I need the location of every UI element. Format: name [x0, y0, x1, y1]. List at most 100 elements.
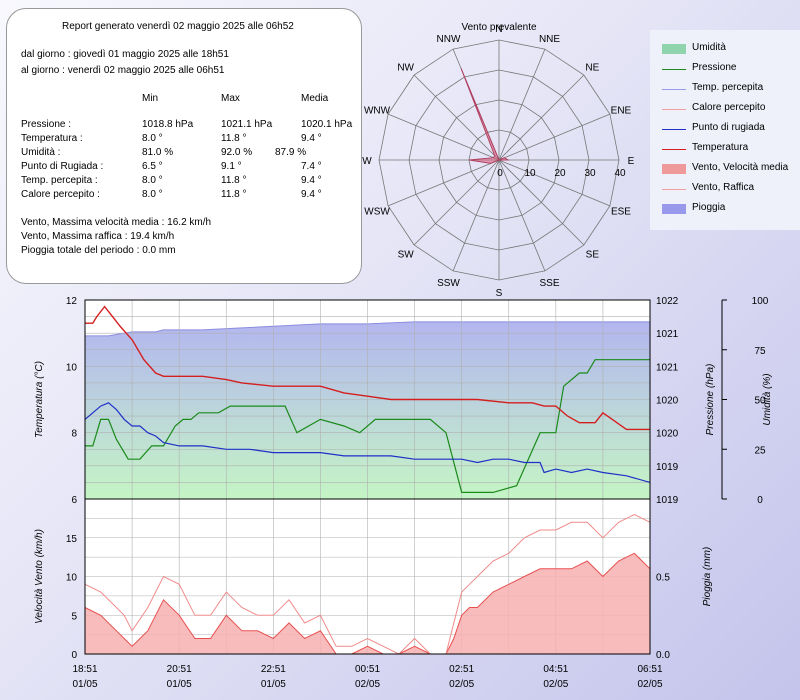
x-axis-tick-date: 02/05 [449, 679, 474, 690]
humidity-axis-tick: 0 [757, 495, 763, 506]
row-max: 1021.1 hPa [221, 119, 273, 130]
row-label: Umidità : [21, 147, 61, 158]
rose-spoke [452, 159, 500, 272]
x-axis-tick-date: 01/05 [72, 679, 97, 690]
pressure-axis-tick: 1019 [656, 495, 679, 506]
pressure-axis-tick: 1021 [656, 329, 679, 340]
row-min: 81.0 % [142, 147, 174, 158]
rose-direction-label: E [628, 156, 635, 167]
report-title: Report generato venerdì 02 maggio 2025 a… [62, 21, 294, 32]
temp-axis-tick: 8 [71, 429, 77, 440]
x-axis-tick-date: 02/05 [637, 679, 662, 690]
x-axis-tick-time: 20:51 [167, 664, 192, 675]
row-min: 6.5 ° [142, 161, 163, 172]
humidity-axis-tick: 100 [752, 296, 769, 307]
rose-radial-tick: 10 [524, 168, 536, 179]
rose-radial-tick: 40 [614, 168, 626, 179]
rain-axis-tick: 0.0 [656, 650, 670, 661]
row-avg: 9.4 ° [301, 189, 322, 200]
row-max: 9.1 ° [221, 161, 242, 172]
rose-spoke [498, 74, 585, 161]
x-axis-tick-date: 01/05 [167, 679, 192, 690]
wind-axis-tick: 5 [71, 611, 77, 622]
rose-title: Vento prevalente [461, 22, 536, 33]
legend-swatch [662, 44, 686, 54]
rose-spoke [387, 159, 500, 207]
x-axis-tick-date: 02/05 [543, 679, 568, 690]
report-summary-box: Report generato venerdì 02 maggio 2025 a… [6, 8, 362, 284]
row-avg: 9.4 ° [301, 133, 322, 144]
legend-label: Calore percepito [692, 102, 766, 113]
legend-item: Temperatura [650, 140, 800, 158]
row-label: Calore percepito : [21, 189, 100, 200]
rose-direction-label: WNW [364, 105, 391, 116]
legend-swatch [662, 204, 686, 214]
legend-label: Pioggia [692, 202, 726, 213]
wind-axis-tick: 10 [66, 573, 78, 584]
rose-direction-label: ESE [611, 207, 631, 218]
row-label: Pressione : [21, 119, 72, 130]
legend-item: Umidità [650, 40, 800, 58]
x-axis-tick-time: 22:51 [261, 664, 286, 675]
row-max: 11.8 ° [221, 175, 247, 186]
rose-wind-shape [460, 68, 510, 164]
humidity-axis-label: Umidità (%) [762, 373, 773, 425]
legend-swatch [662, 69, 686, 70]
rose-spoke [498, 159, 611, 207]
pressure-axis-tick: 1020 [656, 396, 679, 407]
rain-axis-tick: 0.5 [656, 573, 670, 584]
row-min: 8.0 ° [142, 175, 163, 186]
rose-radial-tick: 20 [554, 168, 566, 179]
legend-swatch [662, 149, 686, 150]
rose-spoke [498, 113, 611, 161]
wind-gust-line [84, 513, 651, 655]
wind-gust-max: Vento, Massima raffica : 19.4 km/h [21, 231, 175, 242]
rose-direction-label: SSW [437, 278, 460, 289]
row-max: 92.0 % [221, 147, 253, 158]
legend-label: Pressione [692, 62, 737, 73]
rain-total: Pioggia totale del periodo : 0.0 mm [21, 245, 176, 256]
rose-direction-label: NNW [437, 34, 461, 45]
row-min: 8.0 ° [142, 189, 163, 200]
rose-direction-label: NNE [539, 34, 560, 45]
row-label: Temp. percepita : [21, 175, 98, 186]
x-axis-tick-time: 04:51 [543, 664, 568, 675]
rose-direction-label: NE [585, 63, 599, 74]
rain-axis-label: Pioggia (mm) [702, 547, 713, 606]
dewpoint-line [84, 402, 651, 483]
rose-spoke [498, 159, 546, 272]
row-label: Punto di Rugiada : [21, 161, 104, 172]
x-axis-tick-date: 02/05 [355, 679, 380, 690]
legend-item: Temp. percepita [650, 80, 800, 98]
rose-spoke [498, 48, 546, 161]
row-avg: 1020.1 hPa [301, 119, 353, 130]
legend-item: Vento, Raffica [650, 180, 800, 198]
report-from: dal giorno : giovedì 01 maggio 2025 alle… [21, 49, 229, 60]
pressure-axis-tick: 1022 [656, 296, 679, 307]
rose-direction-label: S [496, 288, 503, 299]
humidity-line [85, 321, 650, 337]
temp-axis-tick: 12 [66, 296, 78, 307]
pressure-axis-tick: 1021 [656, 362, 679, 373]
rose-direction-label: SW [398, 249, 415, 260]
pressure-line [85, 359, 650, 493]
row-max: 11.8 ° [221, 189, 247, 200]
legend-item: Punto di rugiada [650, 120, 800, 138]
rose-direction-label: SE [586, 249, 600, 260]
legend-label: Temperatura [692, 142, 749, 153]
legend-swatch [662, 129, 686, 130]
row-avg: 7.4 ° [301, 161, 322, 172]
rose-direction-label: WSW [364, 207, 390, 218]
legend-item: Calore percepito [650, 100, 800, 118]
temp-axis-label: Temperatura (°C) [34, 361, 45, 438]
legend: Umidità Pressione Temp. percepita Calore pe… [650, 30, 800, 230]
legend-item: Vento, Velocità media [650, 160, 800, 178]
x-axis-tick-time: 06:51 [637, 664, 662, 675]
legend-swatch [662, 164, 686, 174]
rose-spoke [413, 74, 500, 161]
rose-radial-tick: 0 [497, 168, 503, 179]
rose-direction-label: W [362, 156, 372, 167]
col-header-min: Min [142, 93, 159, 104]
row-max: 11.8 ° [221, 133, 247, 144]
